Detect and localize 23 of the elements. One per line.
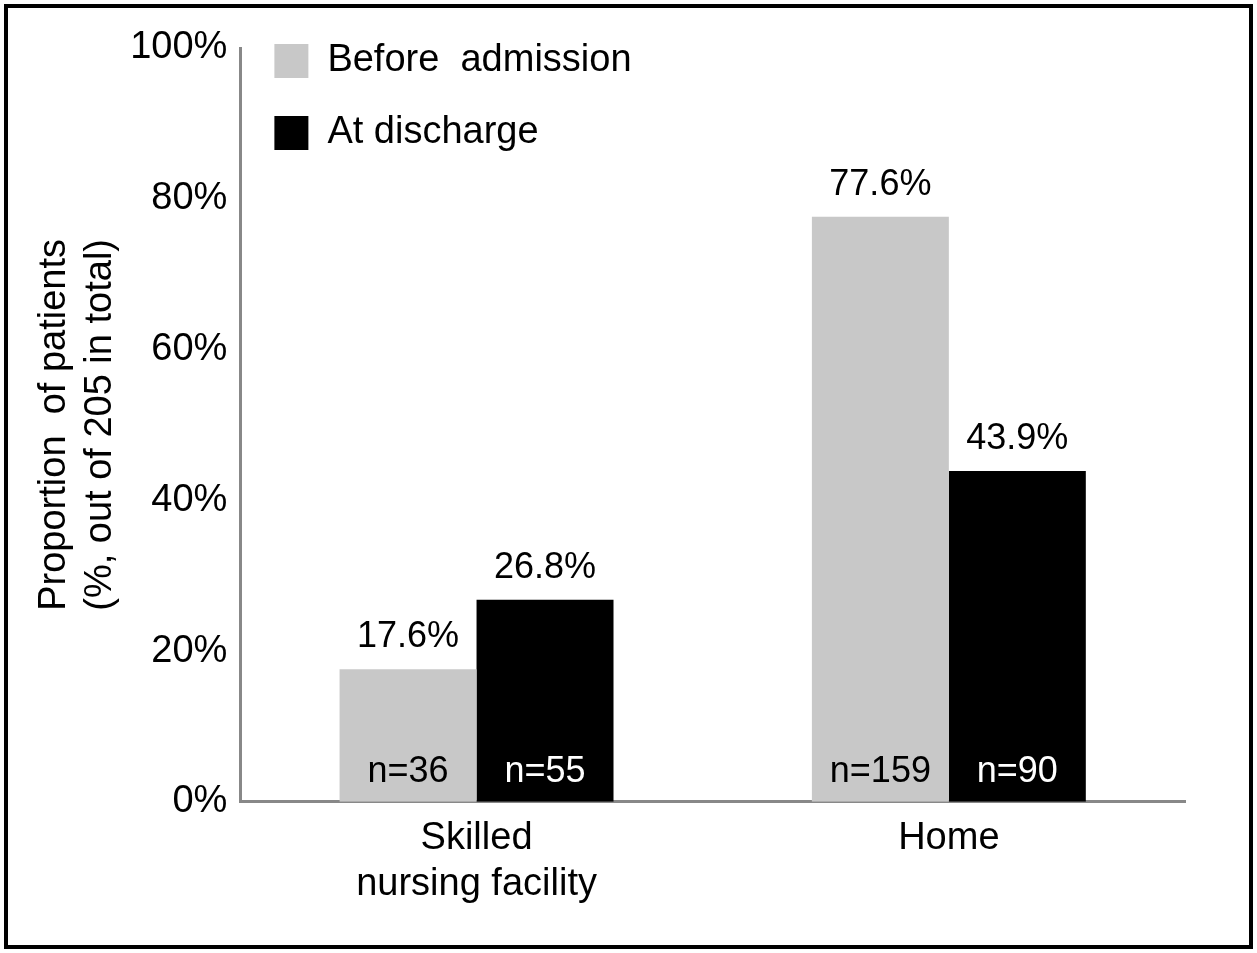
x-tick-label: Skilled nursing facility [356,815,597,903]
bar [476,599,614,802]
data-label: 17.6% [357,614,460,656]
y-axis-title: Proportion of patients (%, out of 205 in total) [31,239,119,611]
y-tick-label: 0% [172,778,228,821]
y-tick-label: 80% [151,175,228,218]
bar [811,216,949,802]
y-tick-label: 40% [151,476,228,519]
data-label: 43.9% [966,415,1069,457]
bar [339,669,477,802]
annotation: n=36 [367,748,449,790]
y-tick-label: 20% [151,627,228,670]
legend-label: Before admission [327,37,632,80]
annotation: n=55 [504,748,586,790]
data-label: 26.8% [493,544,597,586]
y-tick-label: 100% [130,24,228,67]
annotation: n=159 [829,748,931,790]
data-label: 77.6% [829,161,932,203]
legend-label: At discharge [327,109,539,152]
annotation: n=90 [976,748,1058,790]
x-tick-label: Home [898,815,1000,858]
bar [948,470,1086,802]
y-tick-label: 60% [151,326,228,368]
